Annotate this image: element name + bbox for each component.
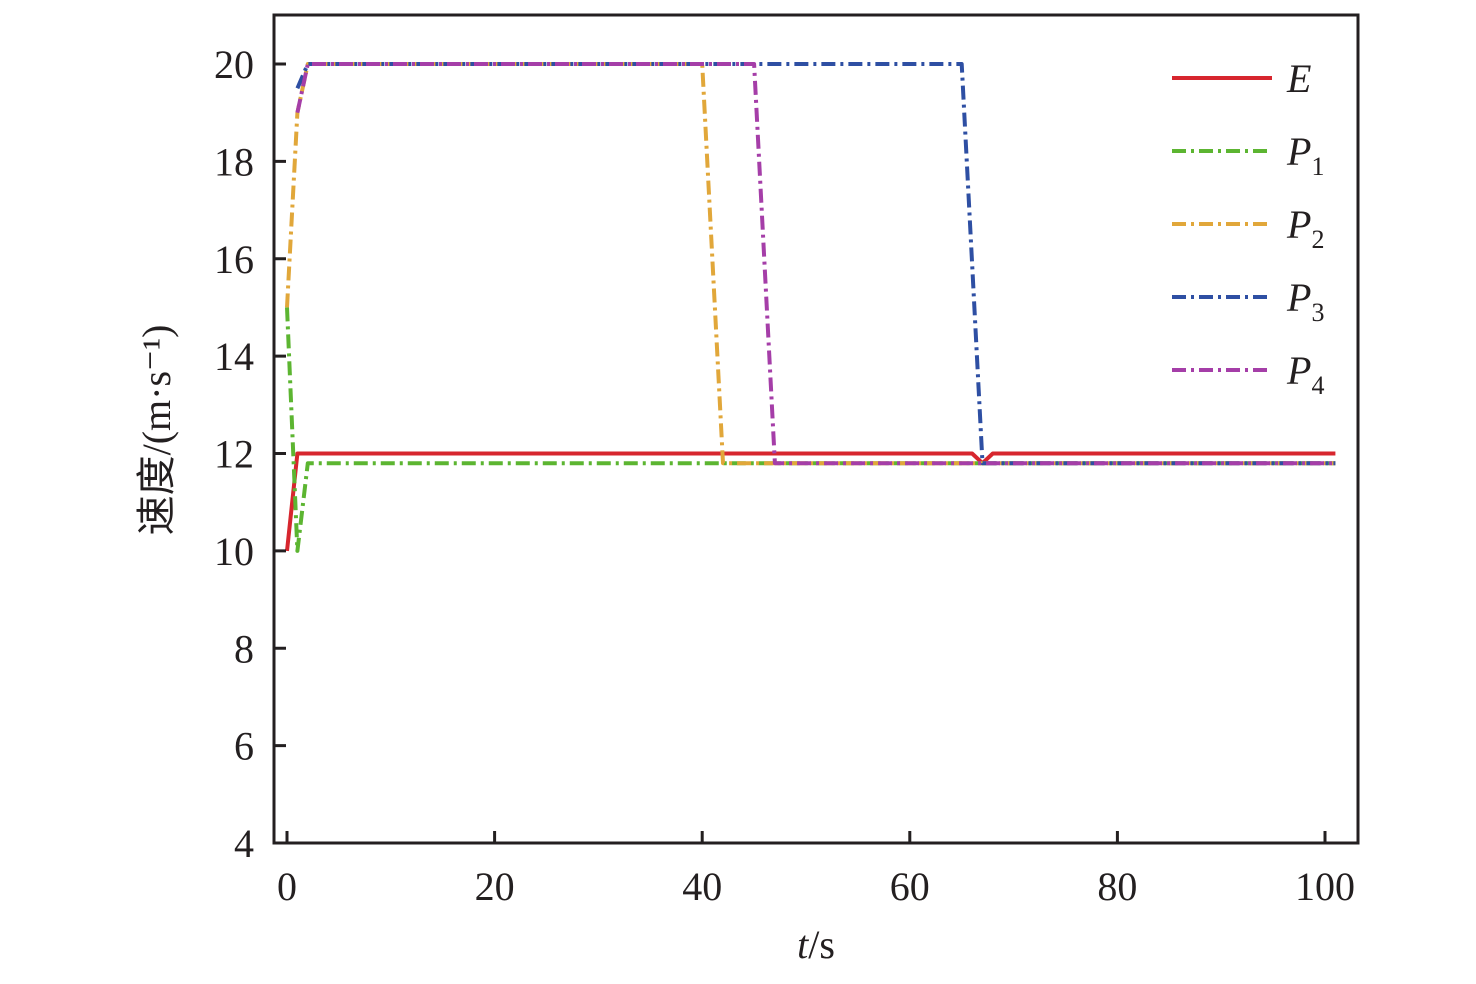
y-tick-label: 10 <box>214 529 254 574</box>
y-tick-label: 8 <box>234 626 254 671</box>
y-axis: 4 6 8 10 12 14 16 18 20 <box>214 42 286 866</box>
legend-label-base: P <box>1286 202 1311 247</box>
x-axis-title: t/s <box>797 922 835 967</box>
legend-label-subscript: 3 <box>1311 298 1324 327</box>
legend-label-e: E <box>1286 56 1311 101</box>
x-tick-label: 100 <box>1295 864 1355 909</box>
x-tick-label: 0 <box>277 864 297 909</box>
x-axis-title-var: t <box>797 922 809 967</box>
y-tick-label: 14 <box>214 334 254 379</box>
legend-label-p1: P1 <box>1286 129 1324 181</box>
x-axis: 0 20 40 60 80 100 <box>277 831 1355 909</box>
series-line-p3 <box>295 62 1336 466</box>
x-axis-title-unit: /s <box>808 922 835 967</box>
legend-label-p4: P4 <box>1286 348 1324 400</box>
x-tick-label: 40 <box>682 864 722 909</box>
legend-label-base: P <box>1286 275 1311 320</box>
legend-label-p3: P3 <box>1286 275 1324 327</box>
series-line-p2 <box>285 62 1336 466</box>
y-tick-label: 6 <box>234 724 254 769</box>
legend-label-subscript: 2 <box>1311 225 1324 254</box>
x-tick-label: 80 <box>1097 864 1137 909</box>
y-tick-label: 12 <box>214 432 254 477</box>
legend-label-base: P <box>1286 348 1311 393</box>
legend-label-p2: P2 <box>1286 202 1324 254</box>
y-tick-label: 18 <box>214 139 254 184</box>
x-tick-label: 20 <box>475 864 515 909</box>
legend-label-base: E <box>1286 56 1311 101</box>
legend-label-subscript: 4 <box>1311 371 1324 400</box>
legend-label-subscript: 1 <box>1311 152 1324 181</box>
y-tick-label: 20 <box>214 42 254 87</box>
y-tick-label: 4 <box>234 821 254 866</box>
x-tick-label: 60 <box>890 864 930 909</box>
y-axis-title: 速度/(m·s⁻¹) <box>134 325 179 536</box>
legend-label-base: P <box>1286 129 1311 174</box>
series-line-p4 <box>295 62 1336 466</box>
plot-frame <box>272 13 1360 845</box>
series-line-e <box>285 451 1336 552</box>
y-tick-label: 16 <box>214 237 254 282</box>
series-line-p1 <box>285 307 1336 553</box>
plot-lines <box>285 62 1336 553</box>
